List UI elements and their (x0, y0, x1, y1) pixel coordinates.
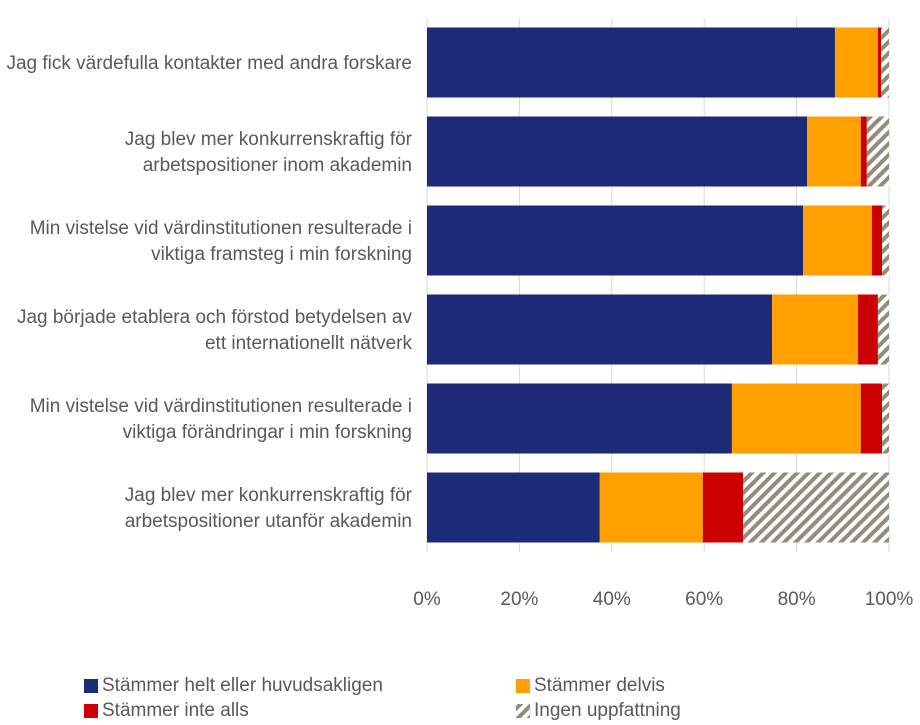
x-tick-label: 100% (865, 589, 914, 610)
bar-segment (881, 27, 889, 98)
bar-segment (858, 294, 878, 365)
category-text: Jag fick värdefulla kontakter med andra … (6, 52, 412, 74)
bar-segment (772, 294, 859, 365)
x-tick-label: 20% (500, 589, 538, 610)
bar-segment (803, 205, 872, 276)
legend-label: Stämmer inte alls (102, 700, 249, 721)
bar-segment (427, 294, 773, 365)
category-label: Jag började etablera och förstod betydel… (0, 285, 412, 376)
x-tick-label: 40% (593, 589, 631, 610)
bar-segment (427, 472, 600, 543)
bar-segment (702, 472, 744, 543)
bar-segment (860, 116, 867, 187)
bar-segment (877, 294, 889, 365)
bar-segment (871, 205, 883, 276)
legend-label: Ingen uppfattning (534, 700, 681, 721)
legend-swatch (516, 704, 530, 718)
bar-segment (882, 205, 889, 276)
category-label: Min vistelse vid värdinstitutionen resul… (0, 374, 412, 465)
legend-label: Stämmer delvis (534, 675, 665, 696)
bar-segment (599, 472, 703, 543)
category-text: Min vistelse vid värdinstitutionen resul… (29, 217, 412, 265)
bar-segment (866, 116, 889, 187)
bar-segment (743, 472, 889, 543)
bar-segment (427, 116, 808, 187)
category-label: Jag fick värdefulla kontakter med andra … (0, 18, 412, 109)
category-label: Jag blev mer konkurrenskraftig för arbet… (0, 463, 412, 554)
x-tick-label: 60% (685, 589, 723, 610)
bar-segment (834, 27, 878, 98)
legend-swatch (516, 679, 530, 693)
legend-label: Stämmer helt eller huvudsakligen (102, 675, 383, 696)
x-tick-label: 80% (778, 589, 816, 610)
category-text: Jag började etablera och förstod betydel… (16, 306, 412, 354)
category-label: Min vistelse vid värdinstitutionen resul… (0, 196, 412, 287)
bar-segment (860, 383, 883, 454)
bar-segment (427, 205, 804, 276)
bar-segment (807, 116, 861, 187)
bar-segment (731, 383, 861, 454)
bar-segment (427, 383, 732, 454)
legend-swatch (84, 704, 98, 718)
category-text: Min vistelse vid värdinstitutionen resul… (29, 395, 412, 443)
category-text: Jag blev mer konkurrenskraftig för arbet… (124, 128, 412, 176)
x-tick-label: 0% (413, 589, 441, 610)
bar-segment (427, 27, 835, 98)
bar-segment (877, 27, 882, 98)
category-label: Jag blev mer konkurrenskraftig för arbet… (0, 107, 412, 198)
bar-segment (882, 383, 889, 454)
category-text: Jag blev mer konkurrenskraftig för arbet… (124, 484, 412, 532)
legend-swatch (84, 679, 98, 693)
